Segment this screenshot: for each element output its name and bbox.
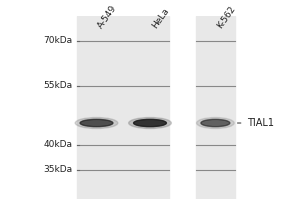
Text: 55kDa: 55kDa <box>44 81 73 90</box>
Ellipse shape <box>201 119 230 127</box>
Ellipse shape <box>196 118 234 128</box>
Text: K-562: K-562 <box>215 5 237 30</box>
Text: TIAL1: TIAL1 <box>247 118 274 128</box>
Ellipse shape <box>134 119 166 127</box>
Text: 40kDa: 40kDa <box>44 140 73 149</box>
Text: 35kDa: 35kDa <box>44 165 73 174</box>
Bar <box>77 16 169 199</box>
Ellipse shape <box>75 118 118 128</box>
Text: 70kDa: 70kDa <box>44 36 73 45</box>
Bar <box>196 16 235 199</box>
Ellipse shape <box>129 118 171 128</box>
Text: HeLa: HeLa <box>150 6 170 30</box>
Ellipse shape <box>80 119 113 127</box>
Text: A-549: A-549 <box>97 4 119 30</box>
